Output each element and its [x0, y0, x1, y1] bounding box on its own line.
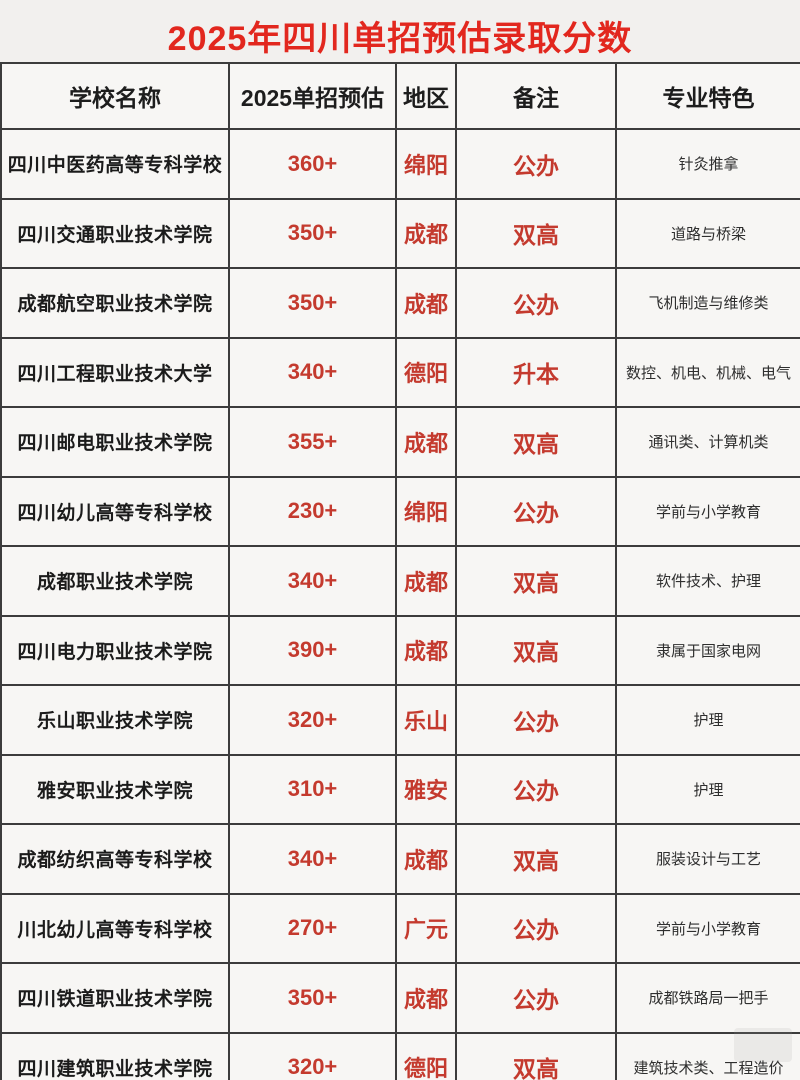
region-cell: 成都 [395, 197, 457, 269]
region-cell: 成都 [395, 823, 457, 895]
note-cell: 双高 [455, 614, 617, 686]
note-cell: 公办 [455, 962, 617, 1034]
region-cell: 成都 [395, 545, 457, 617]
region-cell: 成都 [395, 406, 457, 478]
table-row: 雅安职业技术学院 310+ 雅安 公办 护理 [0, 753, 800, 825]
school-cell: 四川建筑职业技术学院 [0, 1031, 230, 1080]
school-cell: 四川邮电职业技术学院 [0, 406, 230, 478]
school-cell: 成都航空职业技术学院 [0, 267, 230, 339]
region-cell: 德阳 [395, 1031, 457, 1080]
table-row: 四川交通职业技术学院 350+ 成都 双高 道路与桥梁 [0, 197, 800, 269]
table-row: 四川电力职业技术学院 390+ 成都 双高 隶属于国家电网 [0, 614, 800, 686]
school-cell: 成都职业技术学院 [0, 545, 230, 617]
table-row: 四川邮电职业技术学院 355+ 成都 双高 通讯类、计算机类 [0, 406, 800, 478]
feature-cell: 针灸推拿 [615, 128, 800, 200]
header-row: 学校名称 2025单招预估 地区 备注 专业特色 [0, 62, 800, 130]
school-cell: 四川幼儿高等专科学校 [0, 475, 230, 547]
school-cell: 四川工程职业技术大学 [0, 336, 230, 408]
feature-cell: 学前与小学教育 [615, 475, 800, 547]
school-cell: 四川铁道职业技术学院 [0, 962, 230, 1034]
school-cell: 雅安职业技术学院 [0, 753, 230, 825]
table-row: 成都纺织高等专科学校 340+ 成都 双高 服装设计与工艺 [0, 823, 800, 895]
score-cell: 340+ [228, 336, 397, 408]
school-cell: 四川交通职业技术学院 [0, 197, 230, 269]
table-row: 川北幼儿高等专科学校 270+ 广元 公办 学前与小学教育 [0, 892, 800, 964]
note-cell: 双高 [455, 545, 617, 617]
note-cell: 双高 [455, 406, 617, 478]
note-cell: 公办 [455, 128, 617, 200]
feature-cell: 成都铁路局一把手 [615, 962, 800, 1034]
feature-cell: 通讯类、计算机类 [615, 406, 800, 478]
school-cell: 成都纺织高等专科学校 [0, 823, 230, 895]
score-cell: 230+ [228, 475, 397, 547]
feature-cell: 飞机制造与维修类 [615, 267, 800, 339]
note-cell: 公办 [455, 753, 617, 825]
region-cell: 成都 [395, 267, 457, 339]
score-cell: 350+ [228, 197, 397, 269]
note-cell: 公办 [455, 684, 617, 756]
feature-cell: 护理 [615, 684, 800, 756]
table-row: 四川幼儿高等专科学校 230+ 绵阳 公办 学前与小学教育 [0, 475, 800, 547]
note-cell: 双高 [455, 823, 617, 895]
header-school-name: 学校名称 [0, 62, 230, 130]
region-cell: 广元 [395, 892, 457, 964]
school-cell: 川北幼儿高等专科学校 [0, 892, 230, 964]
region-cell: 德阳 [395, 336, 457, 408]
feature-cell: 学前与小学教育 [615, 892, 800, 964]
header-score: 2025单招预估 [228, 62, 397, 130]
table-row: 四川铁道职业技术学院 350+ 成都 公办 成都铁路局一把手 [0, 962, 800, 1034]
score-cell: 340+ [228, 545, 397, 617]
score-cell: 390+ [228, 614, 397, 686]
note-cell: 双高 [455, 1031, 617, 1080]
table-row: 乐山职业技术学院 320+ 乐山 公办 护理 [0, 684, 800, 756]
table-row: 成都航空职业技术学院 350+ 成都 公办 飞机制造与维修类 [0, 267, 800, 339]
feature-cell: 隶属于国家电网 [615, 614, 800, 686]
score-cell: 320+ [228, 684, 397, 756]
score-cell: 320+ [228, 1031, 397, 1080]
table-row: 四川工程职业技术大学 340+ 德阳 升本 数控、机电、机械、电气 [0, 336, 800, 408]
feature-cell: 建筑技术类、工程造价 [615, 1031, 800, 1080]
score-cell: 270+ [228, 892, 397, 964]
page-title: 2025年四川单招预估录取分数 [167, 20, 633, 58]
feature-cell: 护理 [615, 753, 800, 825]
note-cell: 公办 [455, 892, 617, 964]
table-row: 成都职业技术学院 340+ 成都 双高 软件技术、护理 [0, 545, 800, 617]
note-cell: 双高 [455, 197, 617, 269]
school-cell: 四川中医药高等专科学校 [0, 128, 230, 200]
header-region: 地区 [395, 62, 457, 130]
score-cell: 310+ [228, 753, 397, 825]
score-cell: 350+ [228, 267, 397, 339]
region-cell: 绵阳 [395, 475, 457, 547]
note-cell: 升本 [455, 336, 617, 408]
region-cell: 雅安 [395, 753, 457, 825]
watermark [734, 1028, 792, 1062]
feature-cell: 道路与桥梁 [615, 197, 800, 269]
header-note: 备注 [455, 62, 617, 130]
feature-cell: 软件技术、护理 [615, 545, 800, 617]
note-cell: 公办 [455, 267, 617, 339]
feature-cell: 服装设计与工艺 [615, 823, 800, 895]
score-cell: 350+ [228, 962, 397, 1034]
header-feature: 专业特色 [615, 62, 800, 130]
note-cell: 公办 [455, 475, 617, 547]
score-cell: 355+ [228, 406, 397, 478]
table-row: 四川中医药高等专科学校 360+ 绵阳 公办 针灸推拿 [0, 128, 800, 200]
score-cell: 340+ [228, 823, 397, 895]
region-cell: 绵阳 [395, 128, 457, 200]
school-cell: 乐山职业技术学院 [0, 684, 230, 756]
table-container: 学校名称 2025单招预估 地区 备注 专业特色 四川中医药高等专科学校 360+… [0, 62, 800, 1080]
admission-score-table: 学校名称 2025单招预估 地区 备注 专业特色 四川中医药高等专科学校 360+… [0, 62, 800, 1080]
region-cell: 成都 [395, 962, 457, 1034]
table-row: 四川建筑职业技术学院 320+ 德阳 双高 建筑技术类、工程造价 [0, 1031, 800, 1080]
score-cell: 360+ [228, 128, 397, 200]
region-cell: 乐山 [395, 684, 457, 756]
school-cell: 四川电力职业技术学院 [0, 614, 230, 686]
feature-cell: 数控、机电、机械、电气 [615, 336, 800, 408]
region-cell: 成都 [395, 614, 457, 686]
